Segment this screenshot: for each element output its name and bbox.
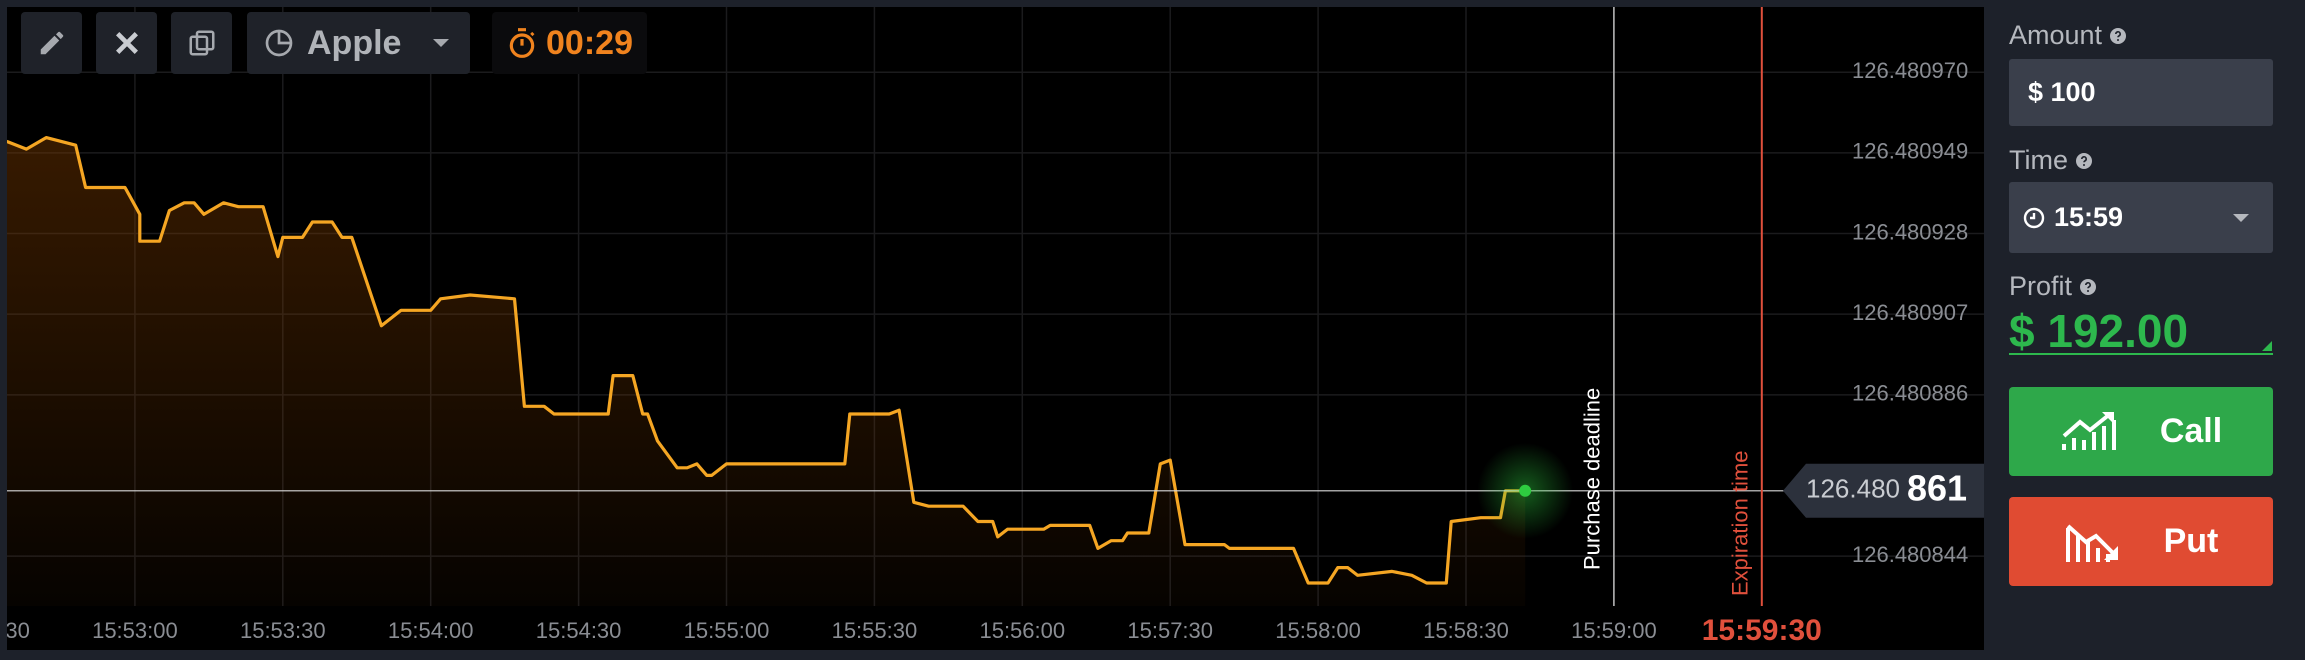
close-icon bbox=[115, 32, 138, 54]
price-line bbox=[7, 136, 1526, 585]
profit-underline bbox=[2009, 353, 2273, 355]
time-label: Time bbox=[2009, 145, 2092, 176]
chart: 15:52:30 15:53:00 15:53:30 15:54:00 15:54:30… bbox=[0, 7, 1984, 650]
price-label-box bbox=[1783, 463, 1984, 518]
amount-label-text: Amount bbox=[2009, 20, 2103, 50]
area-fill bbox=[7, 137, 1526, 606]
asset-selector[interactable]: Apple bbox=[247, 12, 470, 74]
copy-icon bbox=[189, 30, 214, 56]
price-label-end: 861 bbox=[1907, 467, 1967, 508]
profit-value: $ 192.00 bbox=[2009, 305, 2189, 357]
put-icon bbox=[2065, 524, 2118, 562]
edit-button[interactable] bbox=[21, 12, 82, 74]
profit-corner bbox=[2262, 341, 2272, 351]
sidebar: Amount $ 100 Time 15:59 Profit $ 192.00 … bbox=[1990, 0, 2305, 660]
x-tick-label: 15:54:30 bbox=[536, 618, 622, 643]
x-tick-label: 15:58:30 bbox=[1423, 618, 1509, 643]
x-tick-label: 15:54:00 bbox=[388, 618, 474, 643]
dropdown-arrow bbox=[2233, 213, 2249, 222]
pencil-icon bbox=[40, 31, 63, 55]
help-icon[interactable] bbox=[2076, 152, 2092, 169]
y-tick-label: 126.480928 bbox=[1852, 219, 1968, 244]
help-icon[interactable] bbox=[2110, 27, 2127, 44]
expiration-time: 15:59:30 bbox=[1702, 614, 1822, 647]
last-point bbox=[1519, 484, 1532, 497]
time-value: 15:59 bbox=[2054, 202, 2124, 232]
x-tick-label: 15:53:30 bbox=[240, 618, 326, 643]
x-tick-label: 15:57:30 bbox=[1127, 618, 1213, 643]
put-label: Put bbox=[2163, 522, 2219, 560]
price-label-main: 126.480 bbox=[1806, 474, 1900, 504]
y-tick-label: 126.480949 bbox=[1852, 139, 1968, 164]
help-icon[interactable] bbox=[2080, 278, 2097, 295]
x-tick-label: 15:55:00 bbox=[684, 618, 770, 643]
profit-label: Profit bbox=[2009, 271, 2097, 302]
y-tick-label: 126.480970 bbox=[1852, 58, 1968, 83]
timer: 00:29 bbox=[492, 12, 647, 74]
purchase-deadline-label: Purchase deadline bbox=[1580, 388, 1605, 570]
y-tick-label: 126.480886 bbox=[1852, 381, 1968, 406]
y-tick-label: 126.480844 bbox=[1852, 542, 1968, 567]
amount-value: $ 100 bbox=[2028, 77, 2096, 107]
amount-label: Amount bbox=[2009, 20, 2127, 51]
x-tick-label: 15:53:00 bbox=[92, 618, 178, 643]
asset-name: Apple bbox=[307, 23, 402, 62]
x-tick-label: 15:58:00 bbox=[1275, 618, 1361, 643]
time-label-text: Time bbox=[2009, 145, 2068, 175]
timer-value: 00:29 bbox=[546, 23, 633, 62]
y-tick-label: 126.480907 bbox=[1852, 300, 1968, 325]
profit-label-text: Profit bbox=[2009, 271, 2073, 301]
amount-input[interactable]: $ 100 bbox=[2009, 59, 2273, 126]
expiration-label: Expiration time bbox=[1728, 450, 1753, 596]
asset-icon bbox=[265, 29, 293, 57]
copy-button[interactable] bbox=[171, 12, 232, 74]
put-button[interactable]: Put bbox=[2009, 497, 2273, 586]
x-tick-label: 15:59:00 bbox=[1571, 618, 1657, 643]
call-label: Call bbox=[2159, 412, 2223, 450]
x-tick-label: 15:52:30 bbox=[0, 618, 30, 643]
clock-icon bbox=[2023, 207, 2045, 228]
call-icon bbox=[2061, 411, 2116, 450]
plot: 15:52:30 15:53:00 15:53:30 15:54:00 15:54:30… bbox=[0, 7, 1984, 647]
x-tick-label: 15:55:30 bbox=[832, 618, 918, 643]
stopwatch-icon bbox=[509, 28, 535, 58]
close-button[interactable] bbox=[96, 12, 157, 74]
time-select[interactable]: 15:59 bbox=[2009, 182, 2273, 253]
call-button[interactable]: Call bbox=[2009, 387, 2273, 476]
x-tick-label: 15:56:00 bbox=[979, 618, 1065, 643]
dropdown-arrow bbox=[433, 39, 450, 47]
